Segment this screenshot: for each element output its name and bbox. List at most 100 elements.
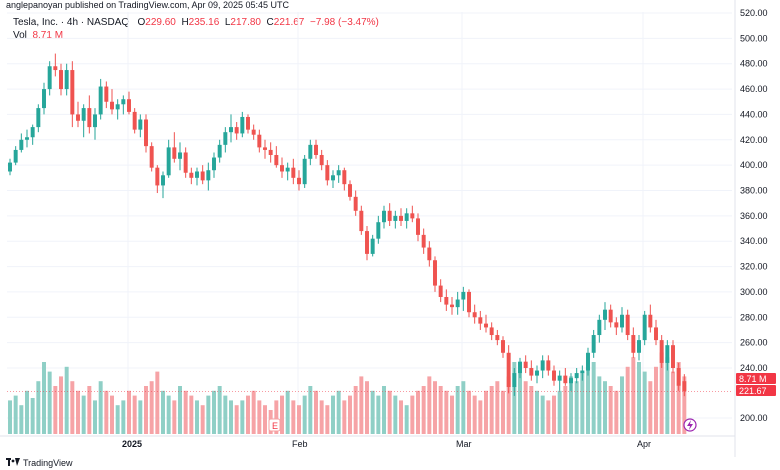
candle-body [47, 66, 52, 90]
volume-bar [229, 400, 233, 434]
candle-body [563, 375, 568, 384]
volume-bar [183, 390, 188, 434]
price-tick-label: 420.00 [740, 135, 768, 145]
volume-bar [200, 405, 205, 434]
candle-body [302, 158, 307, 185]
candle-body [121, 99, 126, 105]
candle-body [467, 291, 471, 313]
earnings-marker[interactable] [268, 418, 281, 432]
volume-bar [319, 400, 324, 434]
candle-body [557, 375, 562, 381]
volume-bar [302, 395, 307, 434]
volume-bar [614, 390, 619, 434]
candle-body [189, 172, 194, 178]
candle-body [484, 323, 488, 328]
volume-bar [574, 381, 579, 434]
candle-body [620, 314, 624, 328]
candle-body [246, 116, 250, 130]
volume-bar [620, 376, 624, 434]
candle-body [93, 114, 97, 128]
tradingview-logo-icon [6, 457, 20, 470]
legend-change: −7.98 (−3.47%) [309, 17, 379, 28]
candle-body [212, 157, 216, 171]
volume-bar [206, 395, 211, 434]
volume-bar [353, 386, 358, 434]
candle-body [535, 370, 539, 376]
volume-bar [478, 400, 483, 434]
candle-body [87, 108, 92, 128]
candle-body [552, 370, 556, 381]
volume-bar [552, 395, 556, 434]
volume-bar [399, 400, 403, 434]
price-tick-label: 320.00 [740, 262, 768, 272]
volume-bar [467, 390, 471, 434]
volume-bar [13, 395, 18, 434]
candle-body [637, 340, 641, 353]
time-tick-label: 2025 [122, 439, 142, 449]
time-tick-label: Mar [456, 439, 472, 449]
candle-body [217, 144, 222, 158]
candle-body [251, 129, 256, 135]
time-tick-label: Apr [637, 439, 651, 449]
candle-body [608, 309, 613, 323]
volume-bar [535, 390, 539, 434]
volume-bar [331, 395, 335, 434]
candle-body [642, 314, 647, 341]
candle-body [36, 108, 41, 128]
volume-bar [166, 395, 171, 434]
volume-bar [93, 400, 97, 434]
price-tag-bg [736, 385, 776, 396]
candle-body [365, 231, 369, 254]
volume-bar [257, 400, 262, 434]
volume-bar [642, 371, 647, 434]
volume-bar [382, 386, 386, 434]
candle-body [263, 147, 267, 150]
candle-body [8, 162, 12, 172]
candle-body [268, 149, 273, 155]
footer-brand: TradingView [0, 457, 780, 470]
volume-bar [489, 386, 494, 434]
candle-body [574, 373, 579, 379]
candle-body [195, 171, 199, 178]
candle-body [200, 171, 205, 181]
volume-bar [36, 381, 41, 434]
legend-l-label: L [224, 17, 231, 28]
candle-body [478, 317, 483, 324]
candle-body [42, 89, 46, 109]
candle-body [331, 175, 335, 181]
candle-body [172, 147, 177, 159]
candle-body [529, 368, 534, 376]
candle-body [285, 167, 290, 172]
candle-body [280, 165, 284, 172]
earnings-marker-label: E [272, 421, 278, 431]
candle-body [370, 238, 375, 254]
volume-bar [8, 400, 12, 434]
volume-bar [59, 376, 63, 434]
volume-bar [376, 395, 381, 434]
volume-bar [648, 381, 653, 434]
candle-body [240, 116, 245, 134]
volume-bar [325, 405, 330, 434]
publisher-text: anglepanoyan published on TradingView.co… [6, 0, 290, 10]
volume-bar [297, 405, 301, 434]
volume-bar [64, 366, 69, 434]
volume-bar [263, 405, 267, 434]
lightning-bolt-icon [687, 420, 693, 430]
volume-bar [251, 390, 256, 434]
volume-bar [608, 386, 613, 434]
candle-body [472, 312, 477, 318]
candle-body [81, 108, 86, 121]
candle-body [161, 175, 165, 186]
candle-body [234, 127, 239, 134]
time-tick-label: Feb [292, 439, 308, 449]
price-tick-label: 440.00 [740, 109, 768, 119]
volume-bar [70, 381, 75, 434]
candle-body [569, 378, 573, 384]
legend-price-row: Tesla, Inc. · 4h · NASDAQ O229.60 H235.1… [13, 16, 379, 29]
volume-bar [189, 395, 194, 434]
volume-bar [540, 395, 545, 434]
candle-body [274, 155, 279, 166]
volume-bar [569, 376, 573, 434]
candle-body [353, 196, 358, 211]
